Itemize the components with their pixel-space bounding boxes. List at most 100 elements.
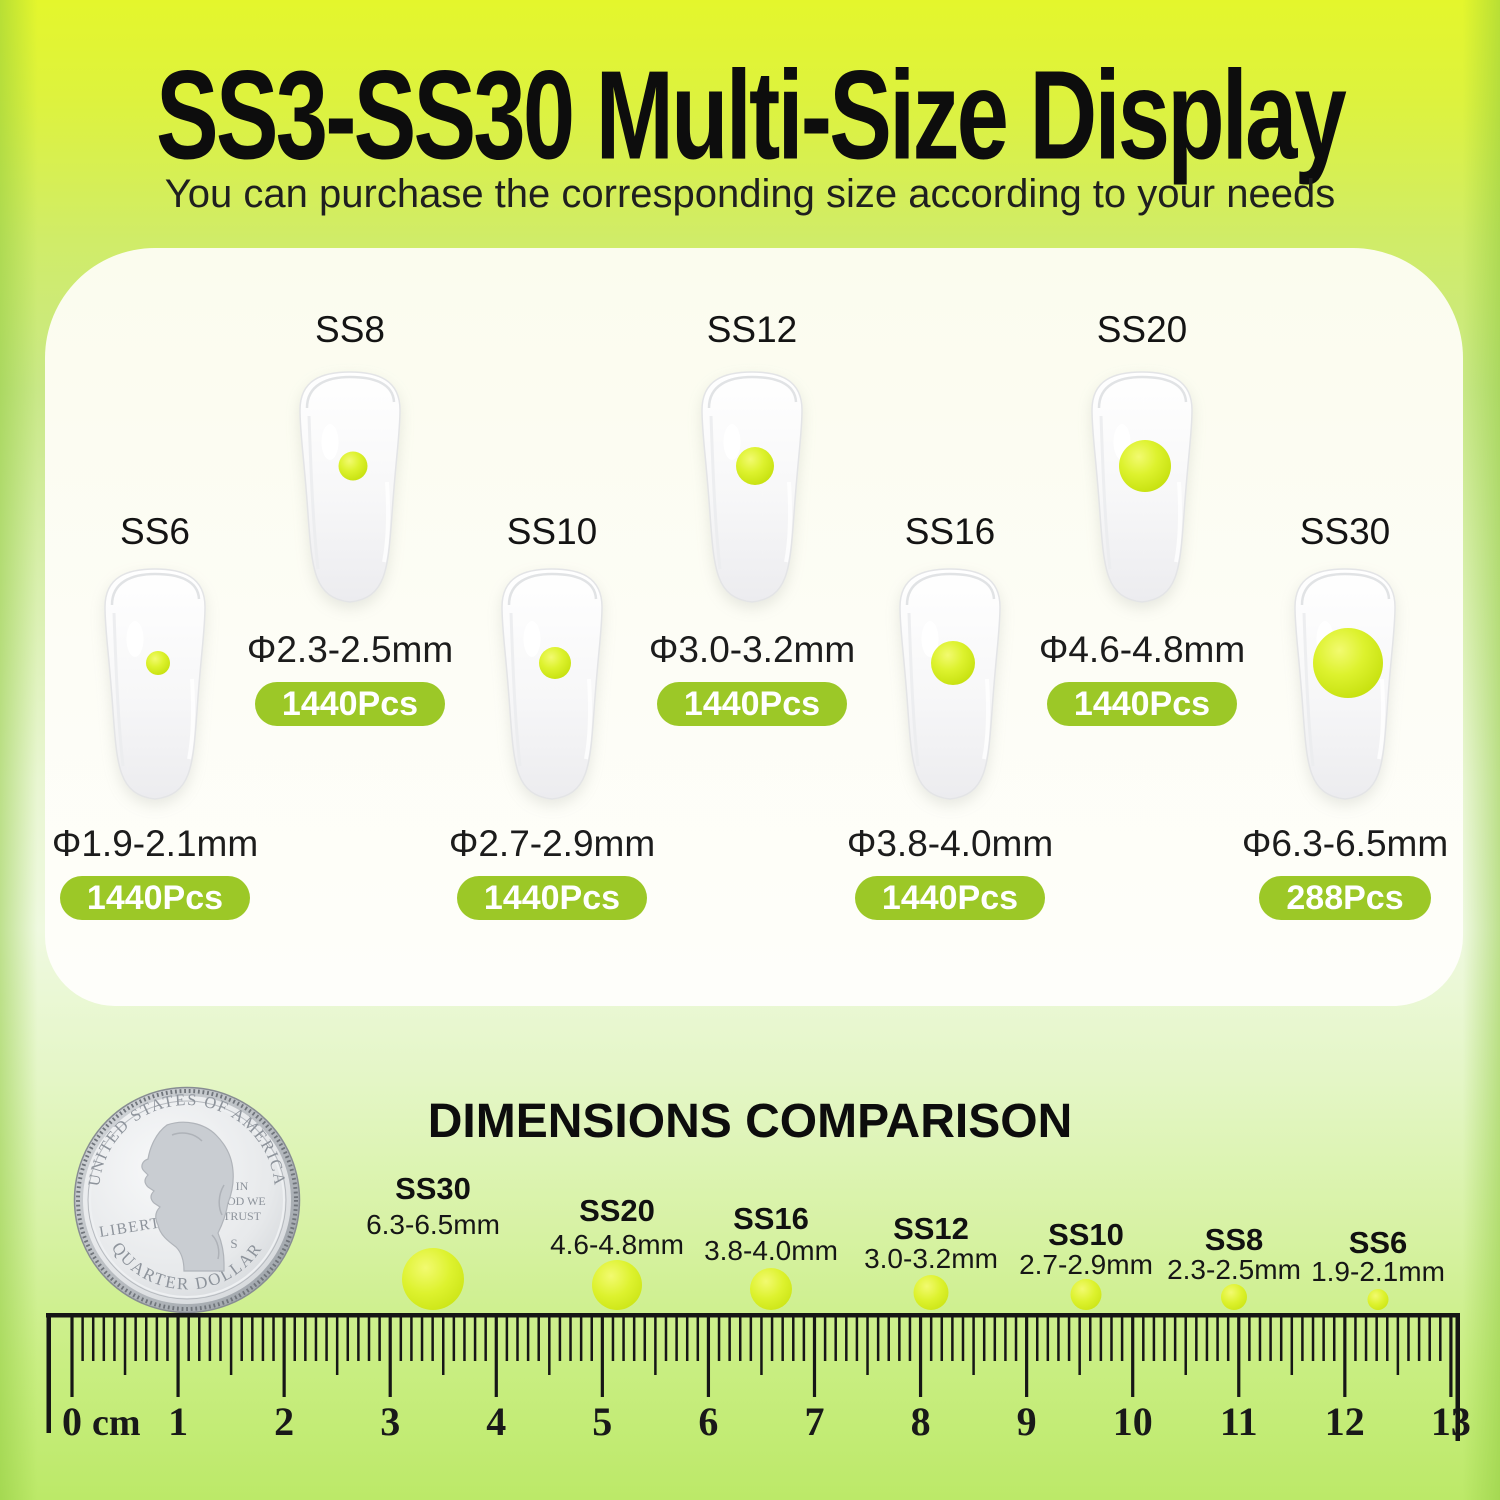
dimension-item: SS30 6.3-6.5mm — [348, 1172, 518, 1312]
rhinestone-dot — [1221, 1284, 1247, 1310]
size-diameter-text: Φ3.0-3.2mm — [648, 629, 856, 670]
dimension-name-label: SS12 — [893, 1211, 969, 1246]
size-name-label: SS30 — [1299, 511, 1391, 552]
size-diameter-text: Φ6.3-6.5mm — [1241, 823, 1449, 864]
nail-image-wrap — [686, 364, 818, 610]
count-badge-row: 1440Pcs — [422, 876, 682, 920]
nail-highlight — [921, 621, 939, 657]
rhinestone-gem — [931, 641, 975, 685]
ruler-number: 6 — [698, 1399, 718, 1444]
size-card: SS8 Φ2.3-2.5mm 1440Pcs — [220, 310, 480, 728]
coin-motto-line1: IN — [236, 1179, 249, 1193]
count-badge: 1440Pcs — [254, 682, 446, 726]
count-badge: 1440Pcs — [854, 876, 1046, 920]
nail-tip-image — [1294, 568, 1396, 800]
nail-tip-image — [501, 568, 603, 800]
count-badge-row: 1440Pcs — [1012, 682, 1272, 726]
nail-highlight — [321, 424, 339, 460]
rhinestone-dot — [592, 1260, 642, 1310]
ruler-unit-label: cm — [92, 1402, 141, 1444]
nail-image-wrap — [1076, 364, 1208, 610]
nail-highlight — [723, 424, 741, 460]
dimension-size-text: 4.6-4.8mm — [550, 1229, 684, 1260]
rhinestone-dot — [1070, 1279, 1102, 1310]
ruler-number: 1 — [168, 1399, 188, 1444]
rhinestone-gem — [1119, 440, 1171, 492]
dimension-item: SS10 2.7-2.9mm — [1001, 1218, 1171, 1312]
dimension-name-label: SS6 — [1348, 1225, 1408, 1260]
rhinestone-gem — [736, 447, 774, 485]
coin-mint-mark: S — [230, 1236, 237, 1251]
nail-image-wrap — [1279, 561, 1411, 807]
dimension-size-text: 2.7-2.9mm — [1019, 1249, 1153, 1280]
dimension-size-text: 1.9-2.1mm — [1311, 1256, 1445, 1287]
rhinestone-dot — [750, 1268, 792, 1310]
ruler-number: 13 — [1431, 1399, 1471, 1444]
size-card: SS20 Φ4.6-4.8mm 1440Pcs — [1012, 310, 1272, 728]
rhinestone-dot — [402, 1248, 464, 1310]
ruler-left-edge — [46, 1313, 51, 1433]
ruler-number: 0 — [62, 1399, 82, 1444]
rhinestone-gem — [539, 647, 571, 679]
washington-profile — [141, 1121, 234, 1272]
dimension-name-label: SS16 — [733, 1201, 809, 1236]
ruler-top-edge — [46, 1313, 1460, 1318]
dimension-item: SS8 2.3-2.5mm — [1149, 1223, 1319, 1312]
ruler-number: 9 — [1017, 1399, 1037, 1444]
size-card: SS6 Φ1.9-2.1mm 1440Pcs — [25, 512, 285, 922]
count-badge: 1440Pcs — [1046, 682, 1238, 726]
size-diameter-text: Φ2.7-2.9mm — [448, 823, 656, 864]
dimension-item: SS20 4.6-4.8mm — [532, 1194, 702, 1312]
ruler-number: 3 — [380, 1399, 400, 1444]
dimension-item: SS16 3.8-4.0mm — [686, 1202, 856, 1312]
dimension-name-label: SS20 — [579, 1193, 655, 1228]
rhinestone-gem — [146, 651, 170, 675]
size-diameter-text: Φ2.3-2.5mm — [246, 629, 454, 670]
ruler-number: 7 — [805, 1399, 825, 1444]
nail-tip-image — [899, 568, 1001, 800]
nail-highlight — [523, 621, 541, 657]
ruler-number: 2 — [274, 1399, 294, 1444]
dimension-item: SS6 1.9-2.1mm — [1293, 1226, 1463, 1312]
size-diameter-text: Φ3.8-4.0mm — [846, 823, 1054, 864]
size-name-label: SS12 — [706, 309, 798, 350]
ruler-number: 4 — [486, 1399, 506, 1444]
dimension-item: SS12 3.0-3.2mm — [846, 1212, 1016, 1312]
ruler-number: 12 — [1325, 1399, 1365, 1444]
rhinestone-gem — [1313, 628, 1383, 698]
quarter-coin-image: UNITED STATES OF AMERICA QUARTER DOLLAR … — [73, 1086, 301, 1314]
nail-image-wrap — [486, 561, 618, 807]
dimension-name-label: SS30 — [395, 1171, 471, 1206]
nail-tip-image — [299, 371, 401, 603]
count-badge-row: 1440Pcs — [820, 876, 1080, 920]
dimension-size-text: 3.8-4.0mm — [704, 1235, 838, 1266]
nail-tip-image — [104, 568, 206, 800]
nail-tip-image — [701, 371, 803, 603]
count-badge-row: 1440Pcs — [25, 876, 285, 920]
rhinestone-dot — [913, 1275, 949, 1310]
nail-image-wrap — [284, 364, 416, 610]
size-name-label: SS6 — [120, 511, 190, 552]
count-badge: 288Pcs — [1259, 876, 1431, 920]
nail-image-wrap — [89, 561, 221, 807]
nail-highlight — [126, 621, 144, 657]
count-badge-row: 288Pcs — [1215, 876, 1475, 920]
count-badge: 1440Pcs — [456, 876, 648, 920]
size-card: SS30 Φ6.3-6.5mm 288Pcs — [1215, 512, 1475, 922]
page-title: SS3-SS30 Multi-Size Display — [155, 44, 1347, 187]
ruler-right-edge — [1455, 1313, 1460, 1441]
count-badge-row: 1440Pcs — [622, 682, 882, 726]
ruler-number: 11 — [1220, 1399, 1258, 1444]
ruler-number: 8 — [911, 1399, 931, 1444]
size-name-label: SS8 — [315, 309, 385, 350]
count-badge: 1440Pcs — [656, 682, 848, 726]
coin-motto-line3: TRUST — [223, 1209, 262, 1223]
rhinestone-dot — [1367, 1289, 1389, 1310]
dimension-name-label: SS8 — [1204, 1222, 1264, 1257]
size-card: SS12 Φ3.0-3.2mm 1440Pcs — [622, 310, 882, 728]
dimension-name-label: SS10 — [1048, 1217, 1124, 1252]
rhinestone-gem — [338, 451, 368, 481]
dimension-size-text: 3.0-3.2mm — [864, 1243, 998, 1274]
